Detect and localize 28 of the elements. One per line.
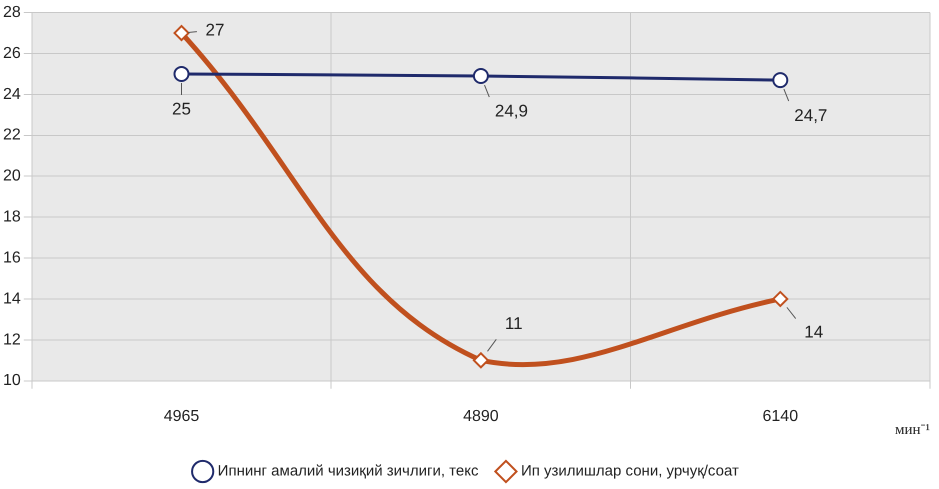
y-tick-label: 12 [3,331,21,348]
legend-label: Ипнинг амалий чизиқий зичлиги, текс [218,462,479,480]
x-tick-label: 4965 [164,408,200,425]
point [472,352,489,368]
data-label: 24,9 [494,102,528,121]
point [174,66,190,82]
point [772,72,788,88]
point [174,25,190,42]
data-label: 24,7 [794,106,828,125]
y-tick-label: 18 [3,208,21,226]
y-tick-label: 28 [3,4,21,22]
x-tick-label: 4890 [463,408,499,425]
y-tick-label: 16 [3,249,21,266]
y-tick-label: 22 [3,126,21,144]
y-tick-label: 24 [3,86,21,103]
y-tick-label: 20 [3,168,21,185]
point [772,290,788,307]
x-axis-title: мин⁻¹ [894,422,930,438]
y-tick-label: 14 [3,290,21,308]
data-label: 11 [504,314,523,334]
data-label: 14 [804,322,824,342]
y-tick-label: 26 [3,44,21,62]
legend-label: Ип узилишлар сони, урчуқ/соат [520,462,739,480]
data-label: 27 [205,20,224,40]
data-label: 25 [172,100,191,119]
point [472,68,489,84]
y-tick-label: 10 [3,372,21,390]
x-tick-label: 6140 [762,408,798,425]
